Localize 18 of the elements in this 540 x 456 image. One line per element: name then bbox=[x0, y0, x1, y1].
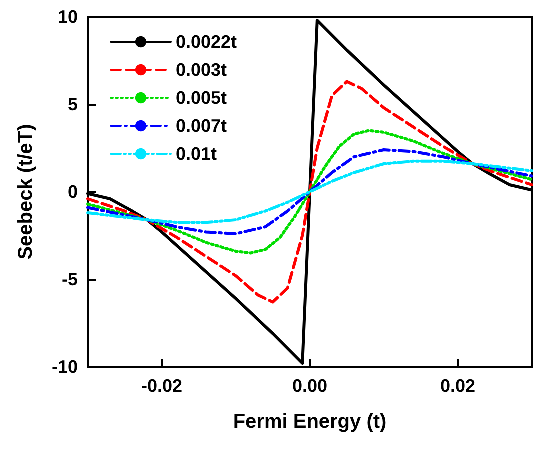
x-tick-label: 0.00 bbox=[292, 376, 328, 396]
legend-label: 0.003t bbox=[176, 60, 228, 80]
x-tick-label: 0.02 bbox=[440, 376, 476, 396]
legend-label: 0.005t bbox=[176, 88, 228, 108]
y-tick-label: 10 bbox=[58, 7, 78, 27]
legend-label: 0.01t bbox=[176, 144, 218, 164]
line-series bbox=[86, 148, 534, 236]
x-axis-title: Fermi Energy (t) bbox=[233, 411, 387, 433]
y-tick-label: 5 bbox=[68, 94, 78, 114]
line-series bbox=[86, 80, 534, 304]
y-tick-label: -5 bbox=[62, 270, 78, 290]
y-tick-label: 0 bbox=[68, 182, 78, 202]
line-series bbox=[86, 160, 534, 224]
legend-label: 0.007t bbox=[176, 116, 228, 136]
x-tick-label: -0.02 bbox=[141, 376, 183, 396]
y-tick-label: -10 bbox=[52, 357, 78, 377]
y-axis-title: Seebeck (t/eT) bbox=[15, 124, 37, 260]
legend-label: 0.0022t bbox=[176, 32, 238, 52]
